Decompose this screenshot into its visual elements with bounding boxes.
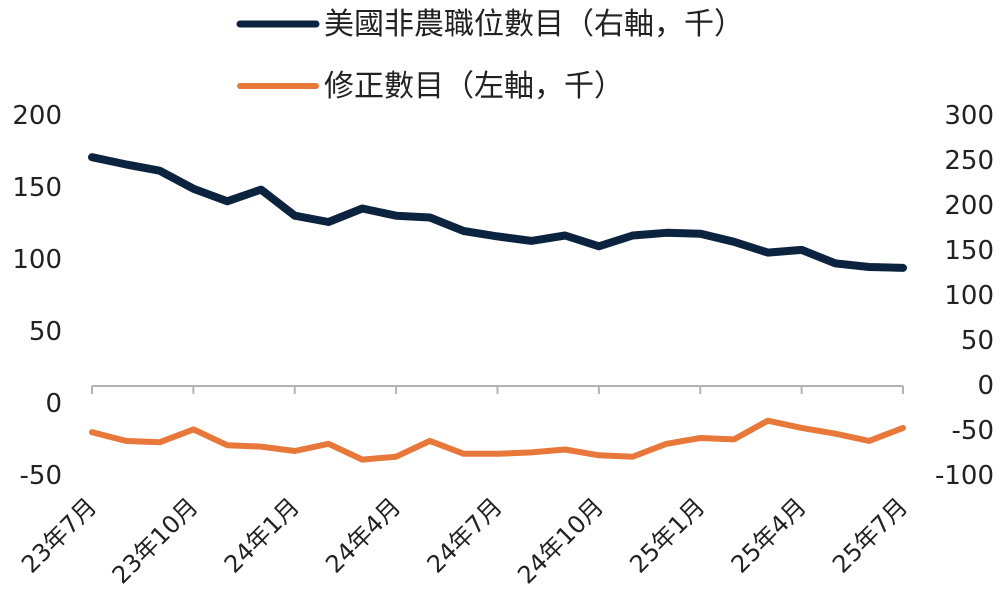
y-left-tick-label: 100 [12,245,62,275]
y-left-tick-label: -50 [20,461,62,491]
y-right-tick-label: 50 [961,326,994,356]
x-tick-label: 23年7月 [16,492,102,578]
y-right-tick-label: -100 [935,461,994,491]
y-right-tick-label: 250 [944,146,994,176]
x-tick-label: 25年4月 [726,492,812,578]
x-tick-label: 24年4月 [320,492,406,578]
x-tick-label: 24年7月 [422,492,508,578]
legend-label-revision: 修正數目（左軸，千） [324,69,624,104]
y-right-tick-label: 150 [944,236,994,266]
y-right-tick-label: 300 [944,101,994,131]
x-tick-label: 25年7月 [827,492,913,578]
series-line-revision [89,417,906,463]
y-left-tick-label: 150 [12,173,62,203]
x-tick-label: 23年10月 [107,492,204,589]
legend-label-nonfarm: 美國非農職位數目（右軸，千） [324,7,744,42]
y-right-tick-label: 0 [977,371,994,401]
x-tick-label: 24年1月 [219,492,305,578]
series-line-nonfarm [88,153,907,272]
y-right-tick-label: 200 [944,191,994,221]
x-tick-label: 24年10月 [512,492,609,589]
x-tick-label: 25年1月 [624,492,710,578]
y-left-tick-label: 0 [45,389,62,419]
legend: 美國非農職位數目（右軸，千） 修正數目（左軸，千） [236,7,744,104]
y-right-tick-label: 100 [944,281,994,311]
series-layer [88,153,907,463]
y-left-tick-label: 200 [12,101,62,131]
y-left-tick-label: 50 [29,317,62,347]
y-right-tick-label: -50 [952,416,994,446]
